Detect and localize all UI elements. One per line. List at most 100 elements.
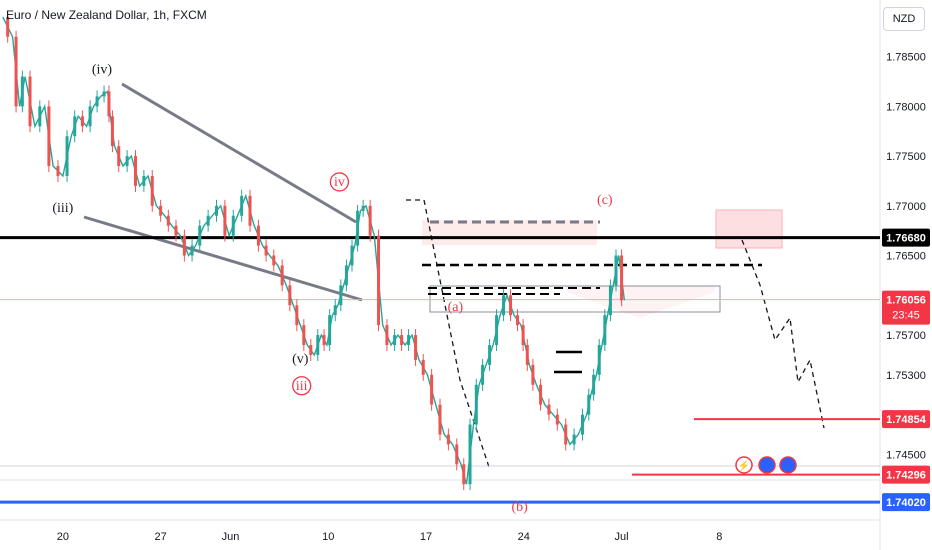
- x-tick-label: Jun: [222, 531, 240, 543]
- candle-body: [547, 404, 551, 415]
- candle-body: [198, 225, 202, 246]
- candle-body: [414, 335, 418, 360]
- candle-body: [142, 175, 146, 186]
- price-tag-label: 1.74854: [886, 414, 927, 426]
- lightning-icon[interactable]: [735, 456, 753, 474]
- wave-label: iv: [334, 175, 345, 190]
- price-tag: [882, 228, 930, 247]
- candle-body: [587, 394, 591, 415]
- wave-label: (v): [292, 352, 309, 367]
- candle-body: [107, 91, 111, 117]
- candle-body: [206, 215, 210, 226]
- candle-body: [215, 205, 219, 216]
- candle-body: [455, 444, 459, 465]
- chart-title: Euro / New Zealand Dollar, 1h, FXCM: [6, 8, 207, 22]
- wave-label: (iv): [92, 63, 113, 78]
- candle-body: [468, 424, 472, 485]
- price-tag: [882, 493, 930, 512]
- candle-body: [38, 106, 42, 127]
- candle-body: [272, 255, 276, 266]
- y-tick-label: 1.77000: [886, 201, 926, 213]
- candle-body: [580, 414, 584, 435]
- candle-body: [539, 384, 543, 405]
- wave-label: (a): [448, 300, 464, 315]
- candle-body: [407, 335, 411, 346]
- candle-body: [80, 116, 84, 127]
- candle-body: [495, 315, 499, 346]
- candle-body: [339, 285, 343, 306]
- candle-body: [65, 136, 69, 176]
- projection-path-2: [741, 239, 825, 429]
- candle-body: [592, 374, 596, 395]
- flag-eu-icon[interactable]: [758, 456, 776, 474]
- candle-body: [481, 364, 485, 385]
- price-tag-label: 1.74296: [886, 470, 926, 482]
- flag-nz-icon[interactable]: [779, 456, 797, 474]
- candle-body: [597, 345, 601, 375]
- y-tick-label: 1.78000: [886, 101, 926, 113]
- candle-body: [438, 404, 442, 435]
- wedge-upper-line: [121, 82, 357, 224]
- candle-body: [159, 205, 163, 216]
- wave-label-circle: [292, 376, 312, 396]
- candle-body: [223, 205, 227, 236]
- candle-body: [322, 335, 326, 346]
- candle-body: [256, 225, 260, 246]
- candle-body: [88, 106, 92, 127]
- candle-body: [555, 414, 559, 425]
- candle-body: [377, 235, 381, 326]
- svg-text:⚡: ⚡: [738, 459, 750, 472]
- candle-body: [110, 116, 114, 147]
- candle-body: [117, 146, 121, 167]
- price-tag-label: 1.76680: [886, 233, 926, 245]
- wave-label: (iii): [52, 201, 73, 216]
- wedge-lower-line: [83, 215, 363, 302]
- candle-body: [572, 434, 576, 445]
- candle-body: [6, 16, 10, 37]
- candle-body: [295, 305, 299, 326]
- currency-button[interactable]: NZD: [883, 7, 925, 31]
- y-tick-label: 1.77500: [886, 151, 926, 163]
- price-series-line: [2, 16, 626, 485]
- candle-body: [462, 464, 466, 485]
- candle-body: [133, 156, 137, 186]
- candle-body: [328, 315, 332, 346]
- price-tag-label: 1.74020: [886, 497, 926, 509]
- candle-body: [333, 305, 337, 316]
- candle-body: [190, 245, 194, 256]
- candle-body: [356, 210, 360, 246]
- candle-body: [182, 235, 186, 256]
- candle-body: [240, 195, 244, 216]
- target-zone: [715, 209, 783, 249]
- candle-body: [166, 215, 170, 226]
- projection-path-1: [406, 199, 491, 471]
- event-icons[interactable]: ⚡: [735, 456, 797, 474]
- candle-body: [125, 156, 129, 167]
- candle-body: [421, 359, 425, 375]
- candle-body: [102, 91, 106, 97]
- price-tag: [882, 290, 930, 325]
- candle-body: [474, 384, 478, 425]
- harmonic-shade: [566, 286, 715, 318]
- candle-body: [400, 335, 404, 346]
- candle-body: [309, 345, 313, 355]
- x-tick-label: 10: [322, 531, 334, 543]
- y-tick-label: 1.75700: [886, 330, 926, 342]
- wave-label: iii: [296, 379, 308, 394]
- candle-body: [56, 166, 60, 176]
- candle-body: [368, 205, 372, 236]
- candle-body: [603, 315, 607, 346]
- candle-body: [620, 255, 624, 301]
- candle-body: [564, 424, 568, 445]
- x-tick-label: 17: [420, 531, 432, 543]
- candle-body: [509, 295, 513, 316]
- consolidation-box: [429, 285, 721, 313]
- x-tick-label: 27: [155, 531, 167, 543]
- candle-body: [393, 335, 397, 346]
- candle-body: [47, 106, 51, 167]
- candle-body: [614, 255, 618, 286]
- candle-body: [231, 215, 235, 236]
- x-tick-label: 8: [716, 531, 722, 543]
- x-tick-label: 24: [518, 531, 530, 543]
